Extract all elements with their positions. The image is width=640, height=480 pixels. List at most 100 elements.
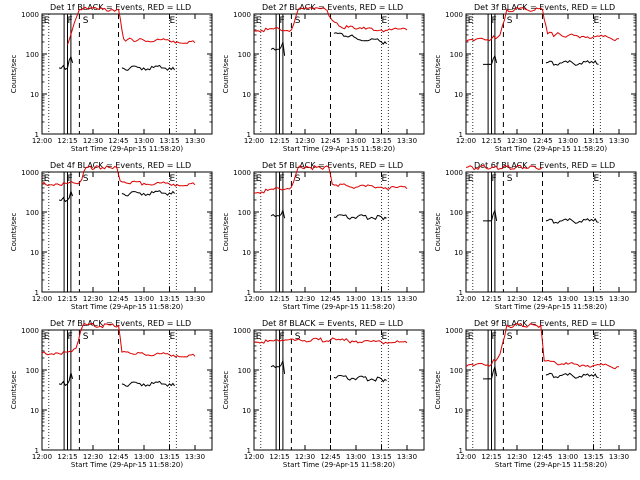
interval-marker-label: F [492, 174, 497, 184]
x-tick-label: 12:45 [320, 137, 340, 145]
x-axis-label: Start Time (29-Apr-15 11:58:20) [71, 145, 183, 153]
y-tick-label: 1000 [233, 327, 251, 335]
y-tick-label: 10 [30, 407, 39, 415]
x-tick-label: 13:15 [159, 137, 179, 145]
x-tick-label: 13:15 [583, 453, 603, 461]
interval-marker-label: E [170, 16, 176, 26]
series-events-pre [483, 208, 498, 222]
interval-marker-label: E [170, 174, 176, 184]
series-lld [253, 164, 408, 194]
x-tick-label: 12:15 [57, 137, 77, 145]
series-lld [253, 337, 408, 345]
interval-marker-label: S [295, 174, 301, 184]
series-events-post [333, 32, 387, 45]
y-tick-label: 1000 [21, 11, 39, 19]
x-tick-label: 13:00 [134, 137, 154, 145]
interval-marker-label: S [507, 174, 513, 184]
x-tick-label: 12:45 [532, 453, 552, 461]
panel-det-7f: Det 7f BLACK = Events, RED = LLD 1 10 100 10… [10, 319, 213, 469]
y-tick-label: 100 [450, 367, 463, 375]
interval-marker-label: E [468, 174, 474, 184]
x-axis-label: Start Time (29-Apr-15 11:58:20) [283, 303, 395, 311]
x-tick-label: 12:30 [295, 137, 315, 145]
y-tick-label: 1 [247, 447, 251, 455]
x-tick-label: 13:00 [346, 295, 366, 303]
x-axis-label: Start Time (29-Apr-15 11:58:20) [71, 303, 183, 311]
series-events-pre [270, 208, 286, 219]
interval-marker-label: F [280, 174, 285, 184]
series-events-pre [270, 41, 286, 56]
y-axis-label: Counts/sec [10, 55, 18, 94]
y-tick-label: 1000 [445, 11, 463, 19]
interval-marker-label: F [492, 332, 497, 342]
x-tick-label: 12:45 [108, 453, 128, 461]
x-tick-label: 12:00 [244, 453, 264, 461]
x-tick-label: 12:30 [83, 453, 103, 461]
panel-det-4f: Det 4f BLACK = Events, RED = LLD 1 10 100 10… [10, 161, 213, 311]
plot-frame [253, 329, 425, 451]
x-tick-label: 12:00 [456, 137, 476, 145]
plot-frame [465, 171, 637, 293]
y-tick-label: 100 [450, 51, 463, 59]
interval-marker-label: E [170, 332, 176, 342]
panel-title: Det 1f BLACK = Events, RED = LLD [50, 3, 191, 12]
panel-title: Det 8f BLACK = Events, RED = LLD [262, 319, 403, 328]
x-axis-label: Start Time (29-Apr-15 11:58:20) [495, 145, 607, 153]
x-axis-label: Start Time (29-Apr-15 11:58:20) [283, 145, 395, 153]
interval-marker-label: S [83, 174, 89, 184]
interval-marker-label: S [295, 16, 301, 26]
panel-title: Det 4f BLACK = Events, RED = LLD [50, 161, 191, 170]
series-lld [465, 164, 543, 171]
y-tick-label: 10 [242, 249, 251, 257]
series-events-post [545, 372, 599, 379]
x-tick-label: 12:00 [456, 453, 476, 461]
panel-det-1f: Det 1f BLACK = Events, RED = LLD 1 10 100 10… [10, 3, 213, 153]
x-tick-label: 13:30 [185, 137, 205, 145]
x-tick-label: 13:00 [134, 453, 154, 461]
y-axis-label: Counts/sec [10, 371, 18, 410]
series-events-pre [58, 189, 74, 203]
y-tick-label: 1000 [445, 327, 463, 335]
panel-det-3f: Det 3f BLACK = Events, RED = LLD 1 10 100 10… [434, 3, 637, 153]
x-tick-label: 12:00 [244, 137, 264, 145]
interval-marker-label: E [382, 16, 388, 26]
series-lld [67, 6, 196, 45]
interval-marker-label: E [594, 332, 600, 342]
interval-marker-label: F [68, 332, 73, 342]
y-tick-label: 1 [459, 289, 463, 297]
interval-marker-label: E [44, 332, 50, 342]
plot-frame [253, 171, 425, 293]
series-lld [465, 6, 620, 43]
interval-marker-label: E [382, 332, 388, 342]
interval-marker-label: E [594, 16, 600, 26]
y-tick-label: 1000 [233, 11, 251, 19]
interval-marker-label: F [68, 16, 73, 26]
series-events-post [333, 374, 387, 383]
x-tick-label: 13:00 [346, 137, 366, 145]
panel-title: Det 5f BLACK = Events, RED = LLD [262, 161, 403, 170]
plot-frame [253, 13, 425, 135]
y-tick-label: 1 [35, 447, 39, 455]
y-tick-label: 1000 [21, 169, 39, 177]
plot-frame [465, 13, 637, 135]
y-axis-label: Counts/sec [222, 213, 230, 252]
x-tick-label: 12:30 [295, 295, 315, 303]
x-tick-label: 13:00 [346, 453, 366, 461]
x-axis-label: Start Time (29-Apr-15 11:58:20) [495, 303, 607, 311]
interval-marker-label: E [594, 174, 600, 184]
y-tick-label: 100 [238, 51, 251, 59]
x-tick-label: 12:45 [108, 137, 128, 145]
x-tick-label: 12:15 [269, 453, 289, 461]
x-tick-label: 12:45 [532, 137, 552, 145]
y-tick-label: 100 [238, 367, 251, 375]
x-tick-label: 13:30 [609, 453, 629, 461]
interval-marker-label: F [280, 332, 285, 342]
y-tick-label: 100 [26, 51, 39, 59]
x-tick-label: 12:15 [57, 295, 77, 303]
series-lld [41, 165, 196, 187]
series-lld [41, 322, 196, 358]
interval-marker-label: F [280, 16, 285, 26]
x-tick-label: 13:15 [159, 453, 179, 461]
x-axis-label: Start Time (29-Apr-15 11:58:20) [495, 461, 607, 469]
